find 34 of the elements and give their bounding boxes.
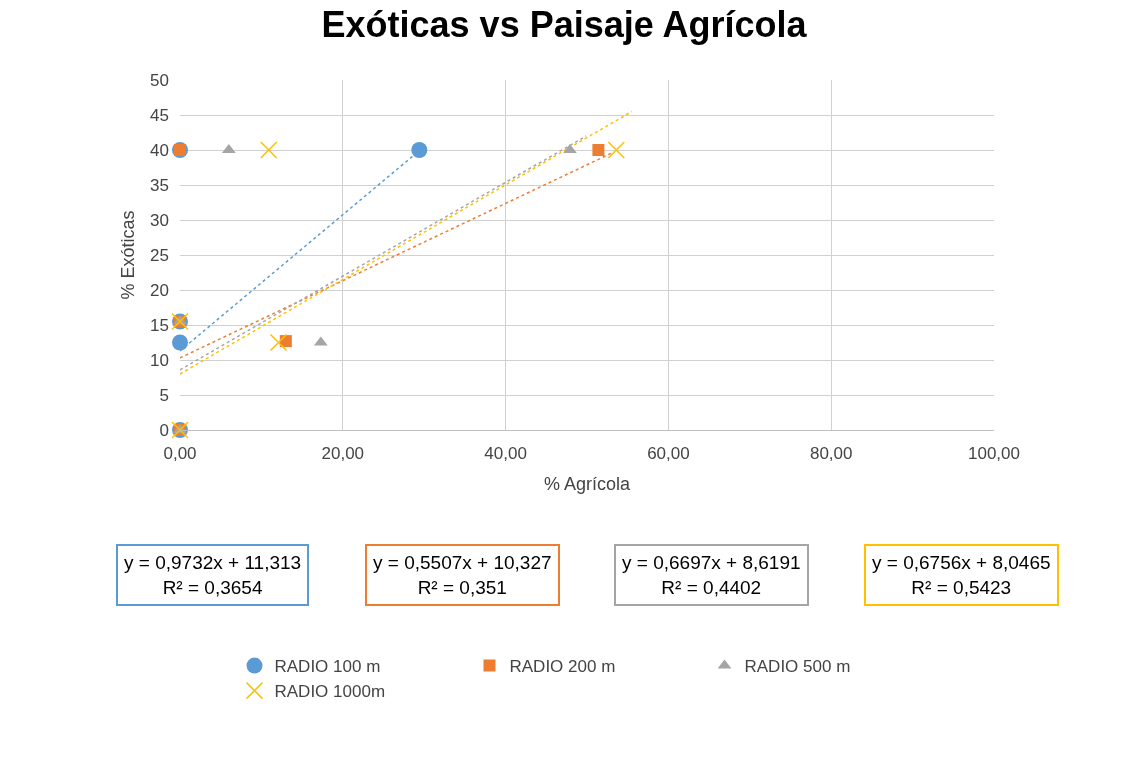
x-tick-label: 40,00 (484, 444, 527, 464)
y-tick-label: 5 (159, 385, 169, 405)
chart-title: Exóticas vs Paisaje Agrícola (321, 3, 808, 45)
text: y = 0,9732x + 11,313 R² = 0,3654 (124, 552, 302, 598)
point (592, 144, 605, 156)
point (259, 141, 278, 159)
x-axis-title: % Agrícola (543, 473, 632, 494)
y-tick-label: 45 (150, 105, 169, 125)
legend-label: RADIO 500 m (744, 657, 851, 677)
legend-label: RADIO 200 m (509, 657, 616, 677)
x-tick-label: 20,00 (321, 444, 365, 464)
point (411, 142, 428, 158)
y-tick-label: 0 (159, 420, 169, 440)
point (269, 333, 288, 352)
y-tick-label: 30 (150, 210, 169, 230)
y-tick-label: 50 (150, 70, 169, 90)
y-tick-label: 20 (150, 280, 169, 300)
text: y = 0,5507x + 10,327 R² = 0,351 (373, 552, 552, 598)
y-tick-label: 35 (150, 175, 169, 195)
y-tick-label: 40 (150, 140, 169, 160)
x-tick-label: 80,00 (809, 444, 853, 464)
x-tick-label: 100,00 (968, 444, 1020, 464)
x-tick-label: 60,00 (647, 444, 690, 464)
y-tick-label: 10 (150, 350, 169, 370)
point (607, 141, 626, 159)
text: y = 0,6697x + 8,6191 R² = 0,4402 (622, 552, 801, 598)
legend-label: RADIO 1000m (274, 682, 386, 702)
point (172, 334, 188, 351)
text: y = 0,6756x + 8,0465 R² = 0,5423 (872, 552, 1051, 598)
legend-label: RADIO 100 m (274, 657, 381, 677)
y-axis-title: % Exóticas (118, 210, 139, 300)
y-tick-label: 15 (150, 315, 169, 335)
y-tick-label: 25 (150, 245, 169, 265)
x-tick-label: 0,00 (163, 444, 197, 464)
